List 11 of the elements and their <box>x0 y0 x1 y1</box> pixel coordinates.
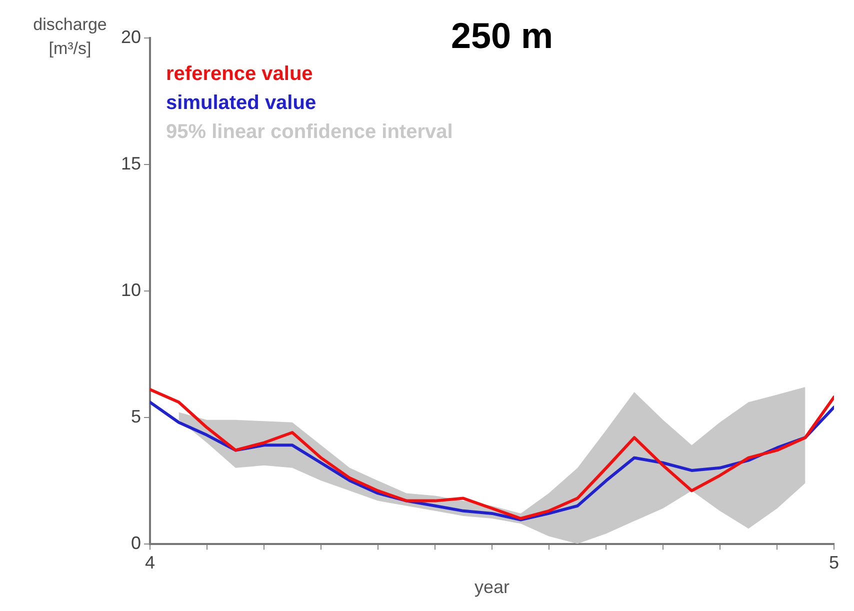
y-axis-title: discharge [m³/s] <box>33 15 107 58</box>
y-tick-label: 20 <box>120 26 142 47</box>
text: simulated value <box>166 92 316 114</box>
chart-title: 250 m <box>450 15 554 56</box>
x-tick-label: 4 <box>145 552 156 573</box>
x-axis-title: year <box>474 577 510 598</box>
y-tick-label: 10 <box>120 280 142 300</box>
y-tick-label: 0 <box>131 532 142 553</box>
y-tick-label: 15 <box>120 153 142 174</box>
y-tick-label: 5 <box>131 406 142 426</box>
text: reference value <box>166 63 313 85</box>
